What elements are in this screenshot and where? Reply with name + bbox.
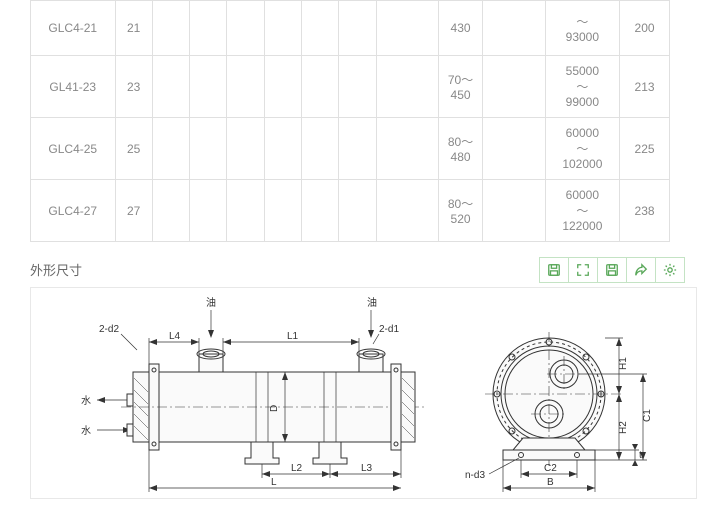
- table-cell: [483, 56, 545, 118]
- label-L4: L4: [169, 331, 181, 342]
- settings-icon-button[interactable]: [655, 257, 685, 283]
- label-L1: L1: [287, 331, 299, 342]
- table-cell: [264, 118, 301, 180]
- floppy-icon: [605, 263, 619, 277]
- table-cell: [376, 180, 438, 242]
- save2-icon-button[interactable]: [597, 257, 627, 283]
- table-cell: GLC4-27: [31, 180, 116, 242]
- label-water: 水: [81, 425, 91, 437]
- table-cell: 70～450: [438, 56, 483, 118]
- table-cell: [483, 180, 545, 242]
- table-cell: [483, 1, 545, 56]
- table-row: GLC4-2121 430 ～93000200: [31, 1, 670, 56]
- table-cell: 60000～122000: [545, 180, 620, 242]
- table-cell: [152, 56, 189, 118]
- label-C1: C1: [642, 409, 653, 422]
- table-cell: 27: [115, 180, 152, 242]
- table-cell: [190, 56, 227, 118]
- label-L: L: [271, 477, 277, 488]
- label-B: B: [547, 477, 554, 488]
- label-L3: L3: [361, 463, 373, 474]
- table-cell: 430: [438, 1, 483, 56]
- table-cell: [152, 118, 189, 180]
- table-cell: 200: [620, 1, 670, 56]
- table-cell: [152, 1, 189, 56]
- table-cell: [301, 1, 338, 56]
- label-C2: C2: [544, 463, 557, 474]
- table-cell: 225: [620, 118, 670, 180]
- table-cell: 238: [620, 180, 670, 242]
- table-cell: [301, 180, 338, 242]
- share-icon: [634, 263, 648, 277]
- table-cell: [376, 1, 438, 56]
- spec-table: GLC4-2121 430 ～93000200 GL41-2323 70～450 5500…: [30, 0, 670, 242]
- table-cell: [190, 180, 227, 242]
- label-nd3: n-d3: [465, 470, 485, 481]
- table-cell: GLC4-25: [31, 118, 116, 180]
- table-cell: 55000～99000: [545, 56, 620, 118]
- table-row: GLC4-2525 80～480 60000～102000225: [31, 118, 670, 180]
- label-water: 水: [81, 395, 91, 407]
- table-cell: 213: [620, 56, 670, 118]
- dimension-diagram: 油 油 水 水 2-d2 2-d1: [30, 287, 697, 499]
- table-cell: [227, 180, 264, 242]
- table-cell: GLC4-21: [31, 1, 116, 56]
- gear-icon: [663, 263, 677, 277]
- table-cell: [227, 56, 264, 118]
- share-icon-button[interactable]: [626, 257, 656, 283]
- table-cell: GL41-23: [31, 56, 116, 118]
- fullscreen-icon-button[interactable]: [568, 257, 598, 283]
- table-row: GL41-2323 70～450 55000～99000213: [31, 56, 670, 118]
- table-cell: 80～480: [438, 118, 483, 180]
- table-cell: 25: [115, 118, 152, 180]
- table-cell: [301, 118, 338, 180]
- table-cell: [339, 180, 376, 242]
- table-cell: [190, 118, 227, 180]
- table-cell: 21: [115, 1, 152, 56]
- table-row: GLC4-2727 80～520 60000～122000238: [31, 180, 670, 242]
- table-cell: [339, 1, 376, 56]
- label-2d1: 2-d1: [379, 324, 399, 335]
- label-oil: 油: [367, 296, 377, 309]
- table-cell: [190, 1, 227, 56]
- table-cell: [339, 118, 376, 180]
- label-H2: H2: [618, 421, 629, 434]
- table-cell: [227, 118, 264, 180]
- save-icon-button[interactable]: [539, 257, 569, 283]
- label-t: t: [639, 450, 642, 461]
- diagram-toolbar: [540, 257, 685, 283]
- table-cell: [483, 118, 545, 180]
- table-cell: [339, 56, 376, 118]
- label-H1: H1: [618, 357, 629, 370]
- label-2d2: 2-d2: [99, 324, 119, 335]
- label-L2: L2: [291, 463, 303, 474]
- expand-icon: [576, 263, 590, 277]
- diagram-side-view: 油 油 水 水 2-d2 2-d1: [41, 294, 441, 494]
- table-cell: [301, 56, 338, 118]
- table-cell: [227, 1, 264, 56]
- table-cell: 60000～102000: [545, 118, 620, 180]
- table-cell: 23: [115, 56, 152, 118]
- label-D: D: [269, 405, 280, 412]
- floppy-icon: [547, 263, 561, 277]
- table-cell: [152, 180, 189, 242]
- table-cell: 80～520: [438, 180, 483, 242]
- label-oil: 油: [206, 296, 216, 309]
- table-cell: [376, 56, 438, 118]
- table-cell: [376, 118, 438, 180]
- table-cell: ～93000: [545, 1, 620, 56]
- table-cell: [264, 180, 301, 242]
- table-cell: [264, 1, 301, 56]
- table-cell: [264, 56, 301, 118]
- diagram-end-view: n-d3 H1 H2 C1 t C2: [459, 294, 669, 494]
